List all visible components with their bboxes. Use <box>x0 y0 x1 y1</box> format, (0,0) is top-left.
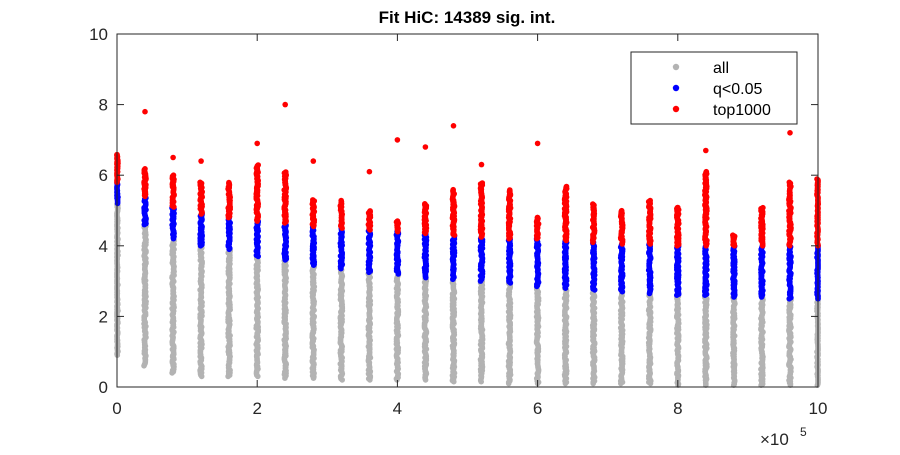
point-top1000 <box>450 186 457 193</box>
point-top1000 <box>450 201 457 208</box>
y-tick-label: 0 <box>99 378 108 397</box>
point-top1000 <box>226 180 232 187</box>
point-top1000 <box>506 188 513 194</box>
x-tick-label: 6 <box>533 399 542 418</box>
point-top1000-outlier <box>394 137 401 143</box>
legend-marker-all <box>672 63 680 71</box>
point-top1000-outlier <box>450 123 457 129</box>
x-exponent-power: 5 <box>800 425 807 439</box>
point-top1000 <box>254 187 260 193</box>
point-top1000 <box>647 210 653 216</box>
legend-label-q: q<0.05 <box>713 81 762 98</box>
x-tick-label: 4 <box>393 399 402 418</box>
point-top1000 <box>590 205 597 211</box>
point-top1000 <box>618 218 625 225</box>
point-top1000 <box>450 207 457 214</box>
point-top1000 <box>366 209 373 216</box>
y-tick-label: 6 <box>99 166 108 185</box>
x-tick-label: 2 <box>252 399 261 418</box>
y-tick-label: 10 <box>89 25 108 44</box>
point-top1000 <box>422 212 429 219</box>
point-top1000-outlier <box>170 154 176 161</box>
point-top1000-outlier <box>478 161 485 168</box>
point-top1000 <box>759 207 765 213</box>
point-top1000-outlier <box>366 168 373 175</box>
legend: all q<0.05 top1000 <box>630 51 798 125</box>
legend-label-top1000: top1000 <box>713 102 771 119</box>
point-top1000 <box>787 200 793 206</box>
point-top1000 <box>675 213 681 219</box>
legend-marker-q <box>672 84 680 92</box>
point-top1000 <box>254 165 260 171</box>
x-exponent-base: ×10 <box>760 430 789 449</box>
point-top1000 <box>534 224 541 230</box>
y-tick-label: 4 <box>99 237 108 256</box>
point-top1000 <box>479 180 486 186</box>
point-top1000 <box>787 183 793 189</box>
point-top1000-outlier <box>282 101 289 108</box>
point-top1000 <box>142 166 148 172</box>
point-top1000-outlier <box>534 140 541 147</box>
point-top1000-outlier <box>422 144 429 150</box>
point-top1000-outlier <box>787 130 793 136</box>
point-top1000 <box>759 216 765 223</box>
point-top1000 <box>282 171 289 177</box>
point-top1000 <box>394 220 401 227</box>
x-tick-label: 8 <box>673 399 682 418</box>
point-top1000 <box>478 198 485 204</box>
point-top1000 <box>647 216 653 223</box>
point-top1000-outlier <box>142 108 148 115</box>
point-top1000 <box>142 178 148 185</box>
point-top1000 <box>562 191 569 197</box>
x-tick-label: 10 <box>809 399 828 418</box>
point-top1000 <box>338 209 345 215</box>
point-top1000-outlier <box>310 158 317 164</box>
point-top1000-outlier <box>198 158 204 164</box>
x-tick-label: 0 <box>112 399 121 418</box>
legend-marker-top1000 <box>672 105 680 113</box>
point-top1000 <box>534 217 541 223</box>
point-top1000 <box>422 202 429 208</box>
point-top1000 <box>170 175 176 181</box>
point-top1000 <box>787 207 793 213</box>
point-top1000 <box>310 204 317 211</box>
point-top1000 <box>618 209 625 215</box>
point-top1000 <box>226 194 232 200</box>
y-tick-label: 2 <box>99 307 108 326</box>
points-layer <box>114 101 821 389</box>
point-top1000 <box>703 203 709 210</box>
point-top1000 <box>814 176 820 182</box>
point-top1000 <box>675 204 681 211</box>
point-top1000 <box>170 181 176 188</box>
chart-title: Fit HiC: 14389 sig. int. <box>379 8 556 27</box>
point-top1000 <box>563 183 570 190</box>
point-top1000 <box>647 197 653 204</box>
point-top1000 <box>478 193 485 199</box>
point-top1000 <box>310 197 316 203</box>
point-top1000 <box>338 198 345 205</box>
point-top1000 <box>562 202 569 208</box>
point-top1000 <box>731 236 737 242</box>
legend-label-all: all <box>713 60 729 77</box>
point-top1000-outlier <box>703 172 709 178</box>
point-top1000-outlier <box>254 140 260 147</box>
point-top1000 <box>142 173 148 180</box>
y-tick-label: 8 <box>99 96 108 115</box>
point-top1000-outlier <box>703 147 709 154</box>
point-top1000 <box>282 176 289 183</box>
point-top1000 <box>590 213 597 220</box>
point-top1000 <box>198 183 204 189</box>
